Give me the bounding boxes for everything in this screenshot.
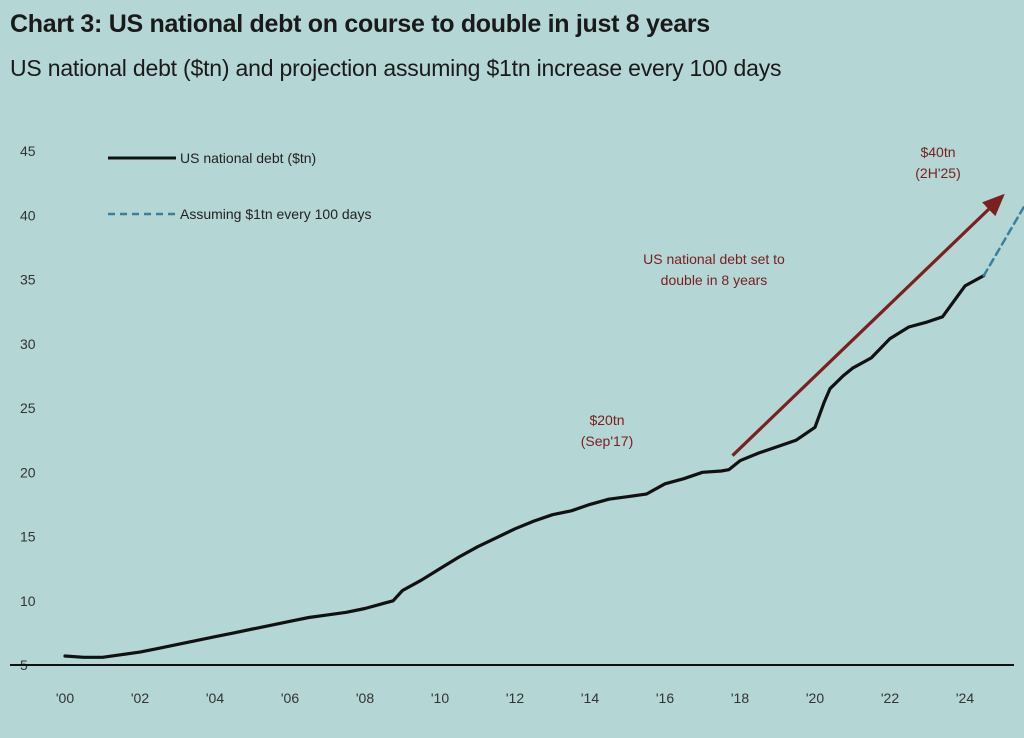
x-axis-ticks: '00'02'04'06'08'10'12'14'16'18'20'22'24'… — [56, 690, 974, 706]
y-tick-label: 15 — [20, 529, 36, 545]
legend-label: US national debt ($tn) — [180, 150, 316, 166]
annotation-line: $20tn — [589, 412, 624, 428]
x-tick-label: '20 — [806, 690, 824, 706]
y-tick-label: 45 — [20, 143, 36, 159]
x-tick-label: '02 — [131, 690, 149, 706]
x-tick-label: '00 — [56, 690, 74, 706]
y-tick-label: 25 — [20, 400, 36, 416]
y-tick-label: 35 — [20, 272, 36, 288]
series-layer — [63, 204, 1024, 659]
legend-label: Assuming $1tn every 100 days — [180, 206, 371, 222]
x-tick-label: '10 — [431, 690, 449, 706]
x-tick-label: '08 — [356, 690, 374, 706]
x-tick-label: '16 — [656, 690, 674, 706]
annotation-line: (Sep'17) — [581, 433, 633, 449]
annotations: $20tn (Sep'17) US national debt set to doub… — [581, 144, 1005, 457]
y-tick-label: 10 — [20, 593, 36, 609]
x-tick-label: '24 — [956, 690, 974, 706]
x-tick-label: '18 — [731, 690, 749, 706]
chart-subtitle: US national debt ($tn) and projection as… — [10, 55, 782, 81]
annotation-end: $40tn (2H'25) — [915, 144, 960, 181]
x-tick-label: '22 — [881, 690, 899, 706]
annotation-start: $20tn (Sep'17) — [581, 412, 633, 449]
doubling-arrow — [731, 193, 1005, 457]
y-tick-label: 40 — [20, 207, 36, 223]
debt-series-line — [63, 274, 986, 659]
annotation-line: (2H'25) — [915, 165, 960, 181]
y-tick-label: 20 — [20, 464, 36, 480]
chart-title: Chart 3: US national debt on course to d… — [10, 10, 710, 38]
x-tick-label: '06 — [281, 690, 299, 706]
annotation-line: US national debt set to — [643, 251, 785, 267]
y-axis-ticks: 51015202530354045 — [20, 143, 36, 673]
legend: US national debt ($tn) Assuming $1tn ever… — [108, 150, 371, 222]
x-tick-label: '14 — [581, 690, 599, 706]
annotation-message: US national debt set to double in 8 years — [643, 251, 785, 288]
annotation-line: $40tn — [920, 144, 955, 160]
y-tick-label: 30 — [20, 336, 36, 352]
x-tick-label: '12 — [506, 690, 524, 706]
annotation-line: double in 8 years — [661, 272, 768, 288]
x-tick-label: '04 — [206, 690, 224, 706]
projection-series-line — [982, 204, 1024, 277]
